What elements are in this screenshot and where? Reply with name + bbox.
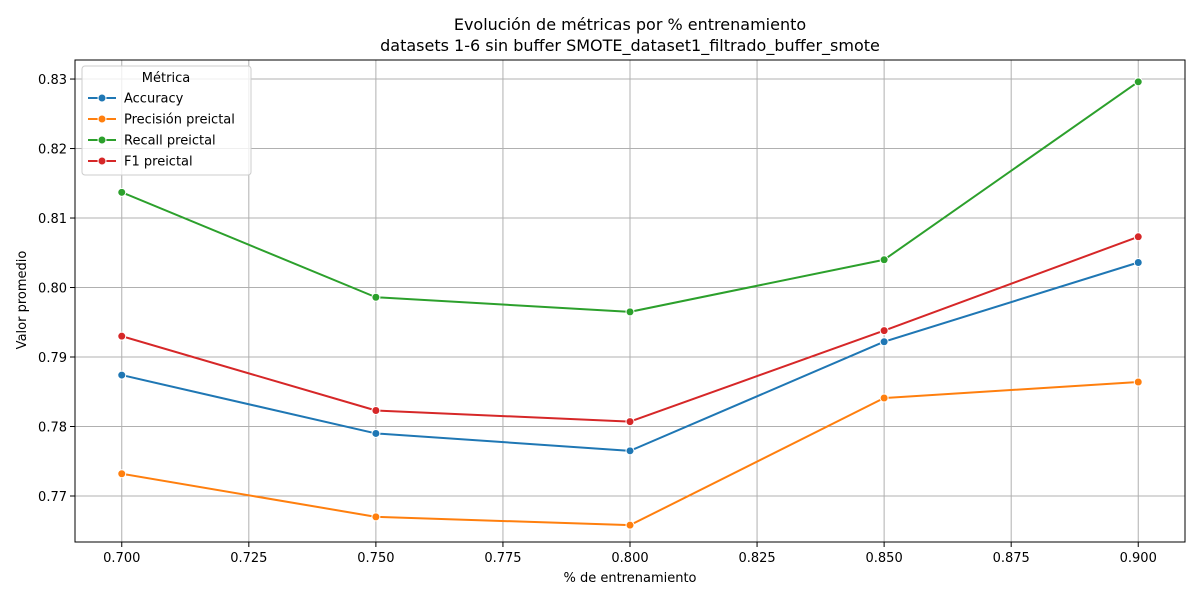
legend-item: Recall preictal: [88, 134, 216, 149]
x-tick-label: 0.775: [484, 551, 521, 566]
data-point: [371, 292, 381, 302]
legend-title: Métrica: [142, 71, 190, 86]
series-2: [117, 77, 1143, 317]
legend-label: Accuracy: [124, 92, 184, 107]
data-point: [879, 393, 889, 403]
y-axis-label: Valor promedio: [15, 251, 30, 350]
data-point: [117, 469, 127, 479]
data-point: [879, 337, 889, 347]
x-tick-label: 0.875: [993, 551, 1030, 566]
data-point: [625, 520, 635, 530]
x-tick-label: 0.725: [230, 551, 267, 566]
legend-item: F1 preictal: [88, 155, 193, 170]
legend-item: Accuracy: [88, 92, 184, 107]
y-tick-label: 0.78: [38, 421, 67, 436]
y-tick-label: 0.77: [38, 490, 67, 505]
y-tick-label: 0.79: [38, 351, 67, 366]
series-1: [117, 377, 1143, 530]
data-point: [117, 370, 127, 380]
legend-label: Recall preictal: [124, 134, 216, 149]
data-point: [879, 255, 889, 265]
legend: Métrica Accuracy Precisión preictal Recall…: [81, 65, 252, 176]
series-0: [117, 258, 1143, 456]
legend-label: F1 preictal: [124, 155, 193, 170]
legend-items: Accuracy Precisión preictal Recall preicta…: [88, 92, 235, 170]
series-3: [117, 232, 1143, 427]
legend-marker: [97, 135, 107, 145]
legend-item: Precisión preictal: [88, 113, 235, 128]
x-tick-label: 0.750: [357, 551, 394, 566]
data-point: [625, 307, 635, 317]
data-point: [1133, 258, 1143, 268]
legend-marker: [97, 114, 107, 124]
legend-frame: [81, 65, 252, 176]
data-point: [625, 417, 635, 427]
x-axis-label: % de entrenamiento: [563, 571, 696, 586]
data-point: [117, 331, 127, 341]
ticks: 0.700 0.725 0.750 0.775 0.800 0.825 0.850 0.875…: [38, 73, 1157, 566]
legend-marker: [97, 156, 107, 166]
data-point: [1133, 232, 1143, 242]
series-group: [117, 77, 1143, 530]
chart-title: Evolución de métricas por % entrenamient…: [454, 15, 806, 34]
data-point: [1133, 377, 1143, 387]
data-point: [625, 446, 635, 456]
data-point: [879, 326, 889, 336]
data-point: [371, 428, 381, 438]
legend-label: Precisión preictal: [124, 113, 235, 128]
data-point: [371, 406, 381, 416]
x-tick-label: 0.850: [866, 551, 903, 566]
y-tick-label: 0.81: [38, 212, 67, 227]
y-tick-label: 0.80: [38, 282, 67, 297]
y-tick-label: 0.82: [38, 143, 67, 158]
x-tick-label: 0.900: [1120, 551, 1157, 566]
data-point: [117, 187, 127, 197]
x-tick-label: 0.825: [738, 551, 775, 566]
x-tick-label: 0.700: [103, 551, 140, 566]
x-tick-label: 0.800: [611, 551, 648, 566]
chart-subtitle: datasets 1-6 sin buffer SMOTE_dataset1_f…: [380, 36, 880, 56]
y-tick-label: 0.83: [38, 73, 67, 88]
legend-marker: [97, 93, 107, 103]
data-point: [1133, 77, 1143, 87]
data-point: [371, 512, 381, 522]
